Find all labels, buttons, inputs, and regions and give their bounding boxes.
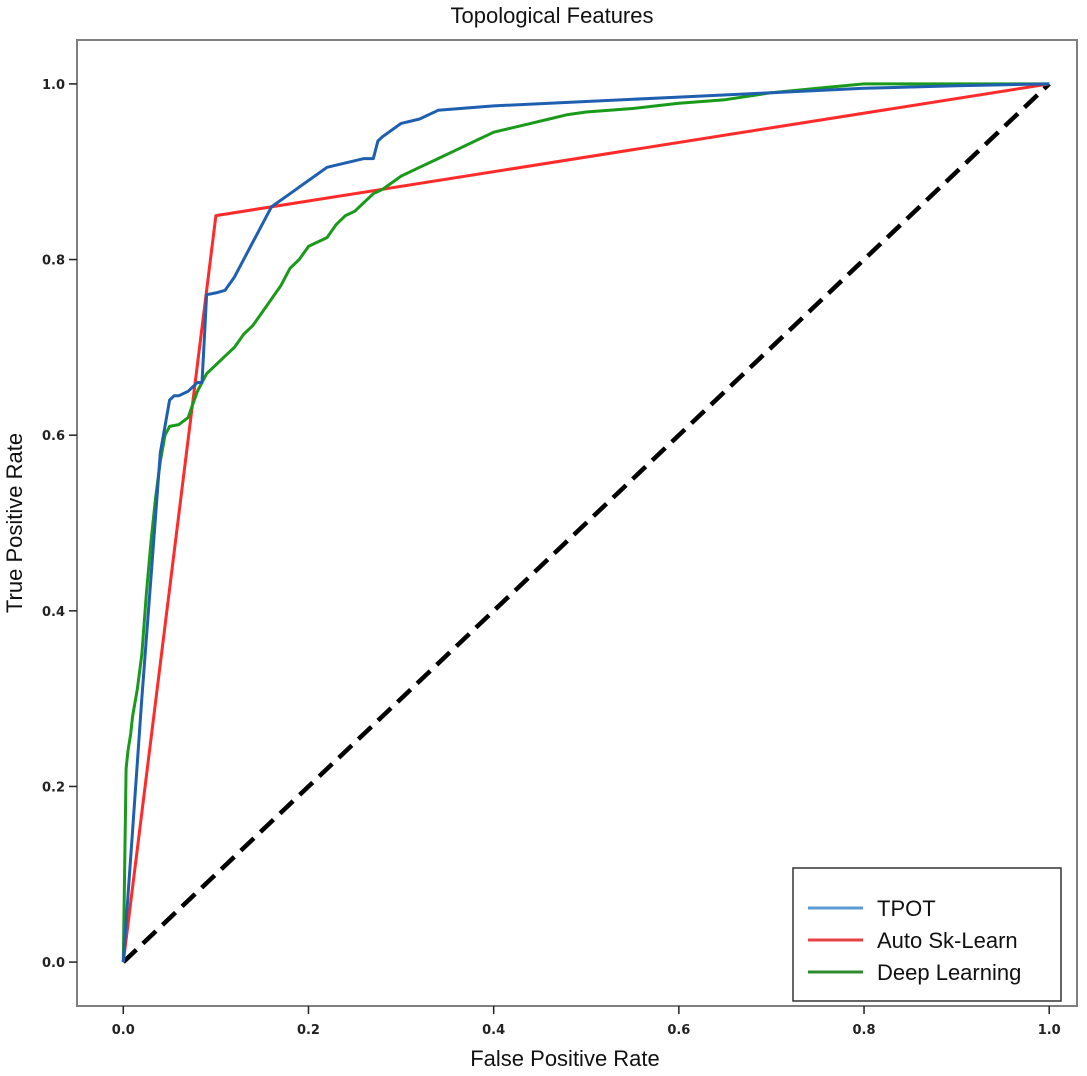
legend-box (792, 867, 1062, 1002)
y-tick-label: 0.8 (42, 254, 65, 269)
x-axis-ticks: 0.0 0.2 0.4 0.6 0.8 1.0 (112, 1006, 1061, 1038)
legend-label: Deep Learning (877, 960, 1021, 985)
x-tick-label: 0.6 (667, 1023, 690, 1038)
legend-label: Auto Sk-Learn (877, 928, 1018, 953)
legend: TPOT Auto Sk-Learn Deep Learning (792, 867, 1062, 1002)
y-tick-label: 0.6 (42, 429, 65, 444)
x-axis-label: False Positive Rate (470, 1046, 660, 1071)
y-tick-label: 1.0 (42, 78, 65, 93)
series-line-tpot (121, 82, 1050, 963)
series-line-chance (121, 82, 1051, 964)
y-axis-ticks: 0.0 0.2 0.4 0.6 0.8 1.0 (42, 78, 77, 971)
series-line-auto-sk-learn (121, 82, 1050, 963)
x-tick-label: 0.0 (112, 1023, 135, 1038)
x-tick-label: 0.4 (482, 1023, 505, 1038)
y-tick-label: 0.4 (42, 605, 65, 620)
x-tick-label: 0.8 (853, 1023, 876, 1038)
y-tick-label: 0.0 (42, 956, 65, 971)
y-axis-label: True Positive Rate (2, 433, 27, 613)
chart-title: Topological Features (450, 3, 653, 28)
x-tick-label: 1.0 (1038, 1023, 1061, 1038)
series-layer (121, 82, 1051, 964)
legend-label: TPOT (877, 896, 936, 921)
y-tick-label: 0.2 (42, 780, 65, 795)
x-tick-label: 0.2 (297, 1023, 320, 1038)
